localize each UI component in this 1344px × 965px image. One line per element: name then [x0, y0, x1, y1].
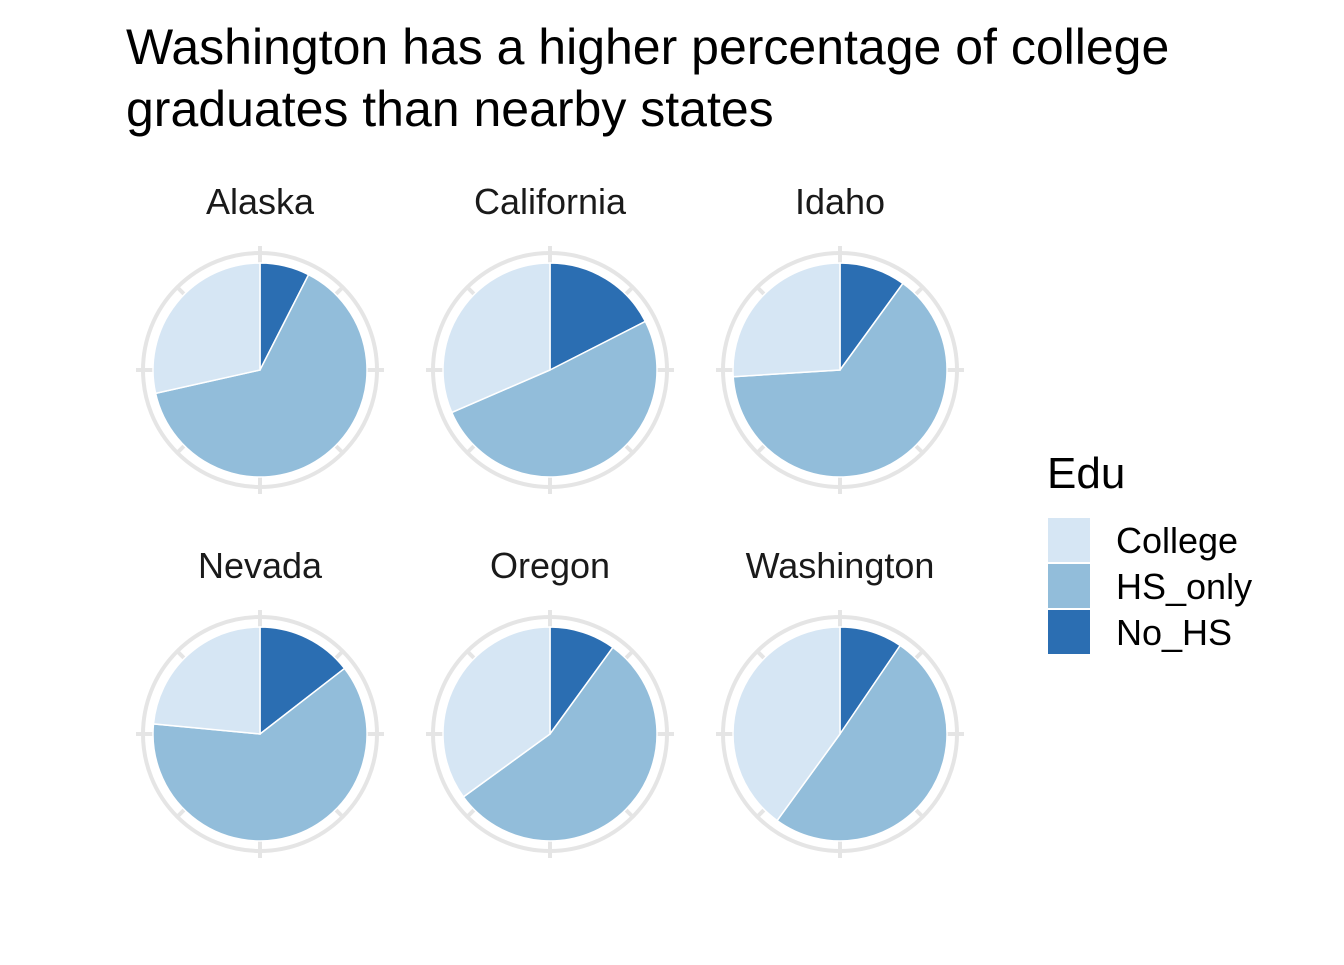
facet-washington: Washington — [716, 545, 964, 858]
facet-label-idaho: Idaho — [795, 181, 885, 222]
facet-label-nevada: Nevada — [198, 545, 323, 586]
pie-slice-alaska-hs-only — [154, 273, 368, 478]
pie-slice-oregon-hs-only — [462, 646, 658, 842]
pie-slice-washington-college — [732, 626, 841, 822]
pie-slice-idaho-college — [732, 262, 841, 378]
facet-label-oregon: Oregon — [490, 545, 610, 586]
pie-slice-nevada-no-hs — [259, 626, 346, 736]
legend-swatch-no-hs — [1048, 610, 1090, 654]
legend-label-no-hs: No_HS — [1116, 612, 1232, 653]
pie-slice-idaho-hs-only — [732, 282, 948, 478]
pie-slice-washington-hs-only — [776, 644, 948, 842]
chart-title-line-2: graduates than nearby states — [126, 81, 774, 137]
facets-layer: Alaska California Idaho Nevada Oregon Washing… — [136, 181, 964, 858]
facet-nevada: Nevada — [136, 545, 384, 858]
pie-slice-california-hs-only — [450, 320, 658, 478]
facet-label-california: California — [474, 181, 627, 222]
pie-slice-nevada-hs-only — [152, 667, 368, 842]
facet-oregon: Oregon — [426, 545, 674, 858]
legend-label-college: College — [1116, 520, 1238, 561]
pie-slice-oregon-college — [442, 626, 551, 798]
facet-california: California — [426, 181, 674, 494]
pie-slice-california-no-hs — [549, 262, 647, 372]
legend-swatch-college — [1048, 518, 1090, 562]
facet-alaska: Alaska — [136, 181, 384, 494]
legend-title: Edu — [1047, 449, 1125, 498]
pie-slice-nevada-college — [152, 626, 261, 735]
facet-label-washington: Washington — [746, 545, 935, 586]
facet-idaho: Idaho — [716, 181, 964, 494]
facet-label-alaska: Alaska — [206, 181, 315, 222]
pie-slice-california-college — [442, 262, 551, 414]
pie-slice-alaska-college — [152, 262, 261, 395]
legend-label-hs-only: HS_only — [1116, 566, 1252, 607]
chart-title-line-1: Washington has a higher percentage of co… — [126, 19, 1169, 75]
legend: Edu College HS_only No_HS — [1047, 449, 1252, 654]
legend-swatch-hs-only — [1048, 564, 1090, 608]
